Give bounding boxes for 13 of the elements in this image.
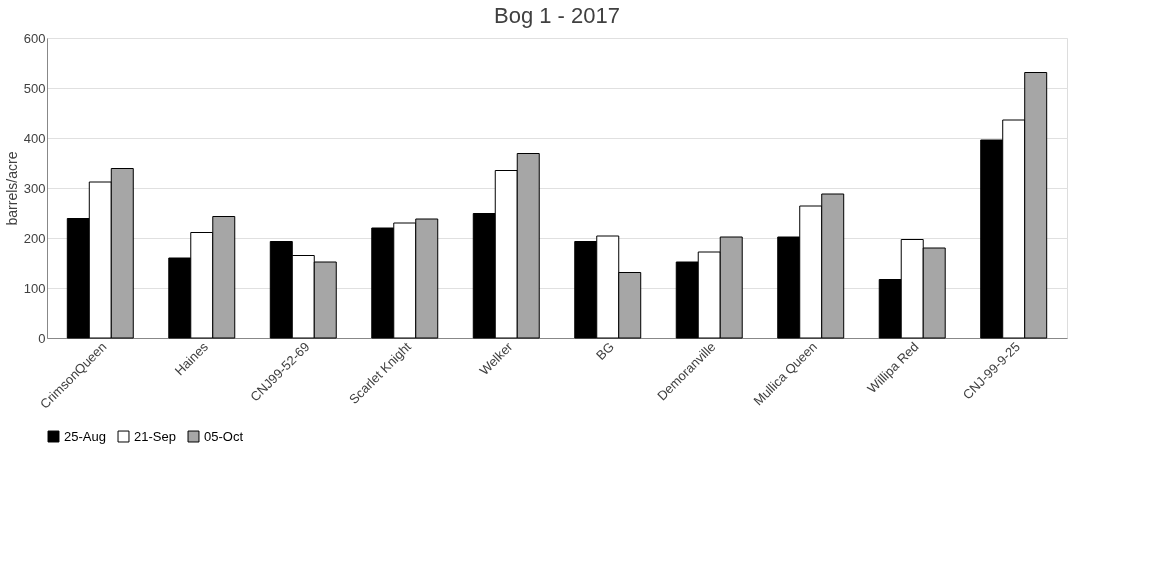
legend-label: 21-Sep (134, 428, 176, 444)
y-axis-title: barrels/acre (3, 151, 20, 226)
x-tick-label: BG (593, 339, 617, 363)
y-tick-label: 0 (38, 330, 46, 346)
y-tick-label: 400 (23, 130, 46, 146)
legend-label: 05-Oct (204, 428, 244, 444)
legend-label: 25-Aug (64, 428, 106, 444)
y-tick-label: 200 (23, 230, 46, 246)
y-tick-label: 300 (23, 180, 46, 196)
y-tick-label: 100 (23, 280, 46, 296)
y-tick-label: 500 (23, 80, 46, 96)
chart-title: Bog 1 - 2017 (494, 3, 620, 28)
y-tick-label: 600 (23, 30, 46, 46)
